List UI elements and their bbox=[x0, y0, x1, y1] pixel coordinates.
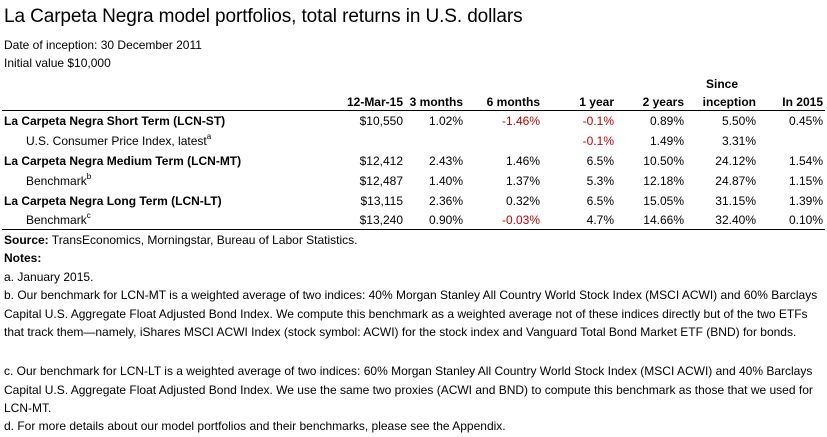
row-label-text: Benchmark bbox=[26, 212, 87, 227]
source-text: TransEconomics, Morningstar, Bureau of L… bbox=[48, 233, 358, 247]
cell-v3: 1.46% bbox=[505, 153, 540, 168]
returns-table: Since 12-Mar-15 3 months 6 months 1 year… bbox=[2, 74, 825, 230]
cell-v5: 14.66% bbox=[616, 210, 686, 230]
inception-date: Date of inception: 30 December 2011 bbox=[4, 38, 202, 52]
header-label bbox=[2, 92, 325, 111]
row-label-text: La Carpeta Negra Medium Term (LCN-MT) bbox=[4, 153, 242, 168]
cell-v6: 31.15% bbox=[715, 193, 756, 208]
cell-v5: 1.49% bbox=[649, 133, 684, 148]
cell-v2 bbox=[405, 131, 465, 151]
cell-v1: $10,550 bbox=[359, 113, 403, 128]
row-label: Benchmarkb bbox=[2, 171, 325, 191]
footnote-marker: a bbox=[206, 131, 212, 141]
cell-v1 bbox=[325, 131, 405, 151]
cell-v3: 0.32% bbox=[505, 193, 540, 208]
row-label-text: La Carpeta Negra Long Term (LCN-LT) bbox=[4, 193, 222, 208]
cell-v3: 1.37% bbox=[505, 173, 540, 188]
header-date: 12-Mar-15 bbox=[325, 92, 405, 111]
row-label-text: U.S. Consumer Price Index, latest bbox=[26, 133, 207, 148]
row-label-text: Benchmark bbox=[26, 173, 87, 188]
cell-v4: -0.1% bbox=[582, 133, 614, 148]
initial-value: Initial value $10,000 bbox=[4, 56, 111, 70]
cell-v3: -0.03% bbox=[465, 210, 542, 230]
row-label: La Carpeta Negra Short Term (LCN-ST) bbox=[2, 110, 325, 131]
cell-v4: 4.7% bbox=[542, 210, 616, 230]
cell-v7: 1.54% bbox=[788, 153, 823, 168]
header-in-2015: In 2015 bbox=[758, 92, 825, 111]
row-label-text: La Carpeta Negra Short Term (LCN-ST) bbox=[4, 113, 226, 128]
footnote-marker: c bbox=[86, 210, 91, 220]
table-row: U.S. Consumer Price Index, latesta -0.1% 1… bbox=[2, 131, 825, 151]
cell-v6: 24.87% bbox=[715, 173, 756, 188]
row-label: U.S. Consumer Price Index, latesta bbox=[2, 131, 325, 151]
cell-v2: 1.40% bbox=[428, 173, 463, 188]
cell-v5: 0.89% bbox=[649, 113, 684, 128]
cell-v1: $12,412 bbox=[359, 153, 403, 168]
header-3-months: 3 months bbox=[405, 92, 465, 111]
note-c: c. Our benchmark for LCN-LT is a weighte… bbox=[4, 364, 813, 415]
cell-v3 bbox=[465, 131, 542, 151]
cell-v7: 1.39% bbox=[788, 193, 823, 208]
cell-v7: 1.15% bbox=[788, 173, 823, 188]
document-title: La Carpeta Negra model portfolios, total… bbox=[4, 6, 523, 27]
table-row: La Carpeta Negra Medium Term (LCN-MT) $12… bbox=[2, 151, 825, 171]
cell-v2: 2.43% bbox=[428, 153, 463, 168]
note-d: d. For more details about our model port… bbox=[4, 419, 506, 433]
cell-v5: 12.18% bbox=[643, 173, 684, 188]
header-6-months: 6 months bbox=[465, 92, 542, 111]
footnote-marker: b bbox=[86, 171, 92, 181]
cell-v6: 3.31% bbox=[721, 133, 756, 148]
cell-v5: 15.05% bbox=[643, 193, 684, 208]
row-label: La Carpeta Negra Medium Term (LCN-MT) bbox=[2, 151, 325, 171]
header-since-line1: Since bbox=[705, 77, 738, 91]
table-row: La Carpeta Negra Short Term (LCN-ST) $10,… bbox=[2, 110, 825, 131]
table-row: Benchmarkc $13,240 0.90% -0.03% 4.7% 14.66% 32… bbox=[2, 210, 825, 230]
cell-v6: 5.50% bbox=[721, 113, 756, 128]
cell-v4: 5.3% bbox=[586, 173, 614, 188]
note-a: a. January 2015. bbox=[4, 270, 94, 284]
cell-v4: -0.1% bbox=[582, 113, 614, 128]
cell-v7 bbox=[758, 131, 825, 151]
note-b: b. Our benchmark for LCN-MT is a weighte… bbox=[4, 288, 818, 339]
cell-v7: 0.10% bbox=[758, 210, 825, 230]
cell-v4: 6.5% bbox=[586, 153, 614, 168]
cell-v1: $12,487 bbox=[359, 173, 403, 188]
cell-v1: $13,115 bbox=[360, 193, 404, 208]
source-line: Source: TransEconomics, Morningstar, Bur… bbox=[4, 233, 358, 247]
header-1-year: 1 year bbox=[542, 92, 616, 111]
notes-heading: Notes: bbox=[4, 251, 42, 265]
table-row: La Carpeta Negra Long Term (LCN-LT) $13,1… bbox=[2, 191, 825, 211]
table-row: Benchmarkb $12,487 1.40% 1.37% 5.3% 12.18% 24.… bbox=[2, 171, 825, 191]
row-label: La Carpeta Negra Long Term (LCN-LT) bbox=[2, 191, 325, 211]
cell-v1: $13,240 bbox=[325, 210, 405, 230]
cell-v7: 0.45% bbox=[788, 113, 823, 128]
cell-v2: 1.02% bbox=[428, 113, 463, 128]
row-label: Benchmarkc bbox=[2, 210, 325, 230]
header-since-line2: inception bbox=[686, 92, 758, 111]
header-2-years: 2 years bbox=[616, 92, 686, 111]
cell-v6: 24.12% bbox=[715, 153, 756, 168]
source-label: Source: bbox=[4, 233, 49, 247]
cell-v6: 32.40% bbox=[686, 210, 758, 230]
cell-v5: 10.50% bbox=[643, 153, 684, 168]
cell-v4: 6.5% bbox=[586, 193, 614, 208]
cell-v3: -1.46% bbox=[501, 113, 540, 128]
cell-v2: 2.36% bbox=[428, 193, 463, 208]
cell-v2: 0.90% bbox=[405, 210, 465, 230]
